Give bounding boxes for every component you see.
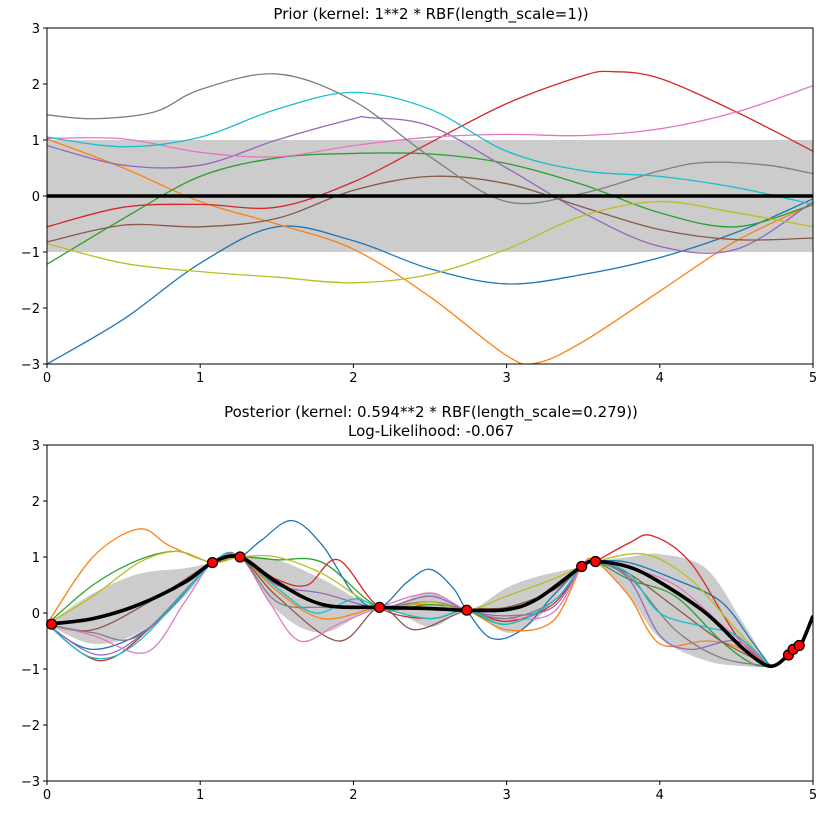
observation-point (206, 556, 219, 569)
x-tick-label: 0 (43, 371, 51, 386)
observation-point (234, 551, 246, 563)
x-tick-label: 1 (196, 788, 204, 803)
x-tick-label: 2 (349, 788, 357, 803)
sample-line-9 (47, 91, 813, 206)
sample-line-8 (47, 550, 771, 667)
y-tick-label: −1 (21, 663, 40, 678)
plot-area (47, 519, 813, 669)
observation-point (793, 639, 805, 652)
confidence-band (47, 553, 801, 668)
sample-line-7 (47, 73, 813, 205)
plot-area (47, 70, 813, 364)
y-tick-label: 0 (32, 190, 40, 205)
x-tick-label: 5 (809, 371, 817, 386)
prior-plot: 0 1 2 3 4 5 3 2 1 0 −1 −2 −3 (21, 22, 817, 386)
observation-point (576, 560, 588, 573)
posterior-title: Posterior (kernel: 0.594**2 * RBF(length… (224, 403, 638, 422)
x-tick-label: 1 (196, 371, 204, 386)
x-tick-label: 5 (809, 788, 817, 803)
sample-line-3 (47, 70, 813, 228)
prior-title: Prior (kernel: 1**2 * RBF(length_scale=1… (273, 5, 588, 24)
y-tick-label: −3 (21, 358, 40, 373)
x-tick-label: 4 (656, 371, 664, 386)
y-tick-label: −3 (21, 775, 40, 790)
sample-line-5 (47, 175, 813, 243)
sample-line-4 (47, 115, 813, 254)
posterior-subtitle: Log-Likelihood: -0.067 (348, 422, 514, 440)
y-tick-label: 1 (32, 134, 40, 149)
sample-line-6 (47, 85, 813, 158)
sample-line-0 (47, 198, 813, 364)
y-tick-label: 2 (32, 495, 40, 510)
x-tick-label: 3 (502, 371, 510, 386)
y-tick-label: −2 (21, 719, 40, 734)
posterior-plot: 0 1 2 3 4 5 3 2 1 0 −1 −2 −3 (21, 439, 817, 803)
observation-point (461, 604, 473, 616)
observation-point (45, 618, 58, 630)
x-tick-label: 3 (502, 788, 510, 803)
x-tick-label: 2 (349, 371, 357, 386)
sample-line-2 (47, 152, 813, 265)
y-tick-label: 0 (32, 607, 40, 622)
observation-point (589, 555, 602, 568)
x-tick-label: 4 (656, 788, 664, 803)
observation-point (373, 601, 386, 614)
y-tick-label: 3 (32, 22, 40, 37)
y-tick-label: 1 (32, 551, 40, 566)
sample-line-8 (47, 200, 813, 284)
y-tick-label: −1 (21, 246, 40, 261)
y-tick-label: 3 (32, 439, 40, 454)
x-tick-label: 0 (43, 788, 51, 803)
y-tick-label: 2 (32, 78, 40, 93)
y-tick-label: −2 (21, 302, 40, 317)
